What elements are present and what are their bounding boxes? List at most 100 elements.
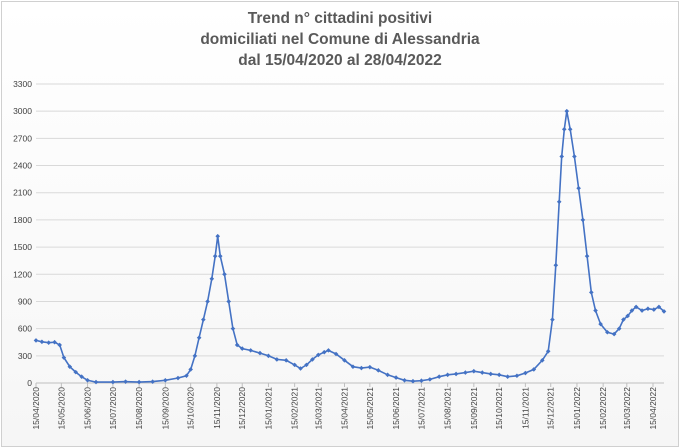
data-point [553,262,559,268]
data-point [85,377,90,383]
data-point [93,379,99,385]
chart-title-line-2: domiciliati nel Comune di Alessandria [200,31,480,48]
data-point [201,317,206,322]
data-point [580,217,586,223]
x-tick-label: 15/06/2020 [83,387,93,430]
data-point [209,276,215,282]
data-point [385,372,390,378]
data-point [234,342,240,348]
data-point [479,370,485,375]
data-point [222,271,227,277]
data-point [593,308,598,313]
data-point [123,379,128,384]
x-tick-label: 15/05/2020 [56,387,66,430]
data-point [605,329,610,335]
data-point [488,371,494,377]
data-point [333,351,339,357]
data-point [310,357,315,362]
y-tick-label: 300 [18,351,32,361]
x-tick-label: 15/03/2022 [622,387,632,430]
data-point [531,367,537,372]
data-point [645,306,651,312]
data-point [639,308,645,313]
x-tick-label: 15/07/2021 [416,387,426,430]
data-point [188,367,193,372]
y-tick-label: 2100 [13,188,32,198]
x-tick-label: 15/10/2020 [186,387,196,430]
data-point [33,338,39,343]
data-point [621,317,626,322]
data-point [298,366,303,371]
data-point [576,185,581,191]
data-point [212,253,218,259]
data-point [633,304,639,310]
data-point [321,349,327,355]
y-tick-label: 1500 [13,242,32,252]
data-point [463,370,468,375]
y-tick-label: 900 [18,296,32,306]
data-point [136,379,142,385]
data-point [376,368,381,373]
data-point [545,348,551,354]
data-point [196,335,202,340]
data-point [419,378,424,384]
data-point [561,127,567,132]
data-point [661,309,667,314]
data-point [184,373,189,379]
data-point [496,372,502,378]
x-tick-label: 15/09/2021 [469,387,479,430]
data-point [556,199,562,205]
data-point [326,348,331,353]
data-point [629,308,635,313]
data-point [410,378,416,384]
data-point [402,377,407,383]
data-point [217,253,223,259]
data-point [559,154,565,159]
data-point [226,299,232,304]
x-tick-label: 15/02/2022 [598,387,608,430]
x-tick-label: 15/08/2020 [134,387,144,430]
y-tick-label: 3300 [13,79,32,89]
data-point [274,357,280,362]
data-point [52,339,57,345]
data-point [564,108,570,114]
data-point [248,348,253,353]
chart-title-line-3: dal 15/04/2020 al 28/04/2022 [238,52,442,69]
data-point [73,369,79,375]
y-tick-label: 1200 [13,269,32,279]
x-tick-label: 15/05/2021 [365,387,375,430]
data-point [215,233,221,239]
y-tick-label: 2700 [13,133,32,143]
x-tick-label: 15/12/2020 [237,387,247,430]
x-tick-label: 15/06/2021 [391,387,401,430]
data-point [316,352,321,358]
data-point [192,353,198,359]
data-point [342,358,347,363]
data-point [239,346,245,351]
y-tick-label: 3000 [13,106,32,116]
x-tick-label: 15/09/2020 [160,387,170,430]
x-tick-label: 15/01/2021 [263,387,273,430]
x-tick-label: 15/10/2021 [494,387,504,430]
data-point [505,374,510,379]
data-point [616,326,622,331]
data-point [445,372,450,378]
data-point [283,358,289,363]
data-point [625,313,630,319]
chart-title: Trend n° cittadini positivi domiciliati … [0,8,680,71]
data-point [205,299,210,304]
data-point [163,377,168,383]
y-tick-label: 0 [27,378,32,388]
x-tick-label: 15/02/2021 [290,387,300,430]
data-point [304,362,309,368]
data-point [367,364,373,370]
x-tick-label: 15/04/2021 [340,387,350,430]
data-point [589,290,594,295]
series-line [35,111,665,383]
data-point [567,127,573,132]
data-point [656,304,662,310]
data-point [79,374,84,379]
data-point [584,253,590,259]
data-point [175,375,181,381]
